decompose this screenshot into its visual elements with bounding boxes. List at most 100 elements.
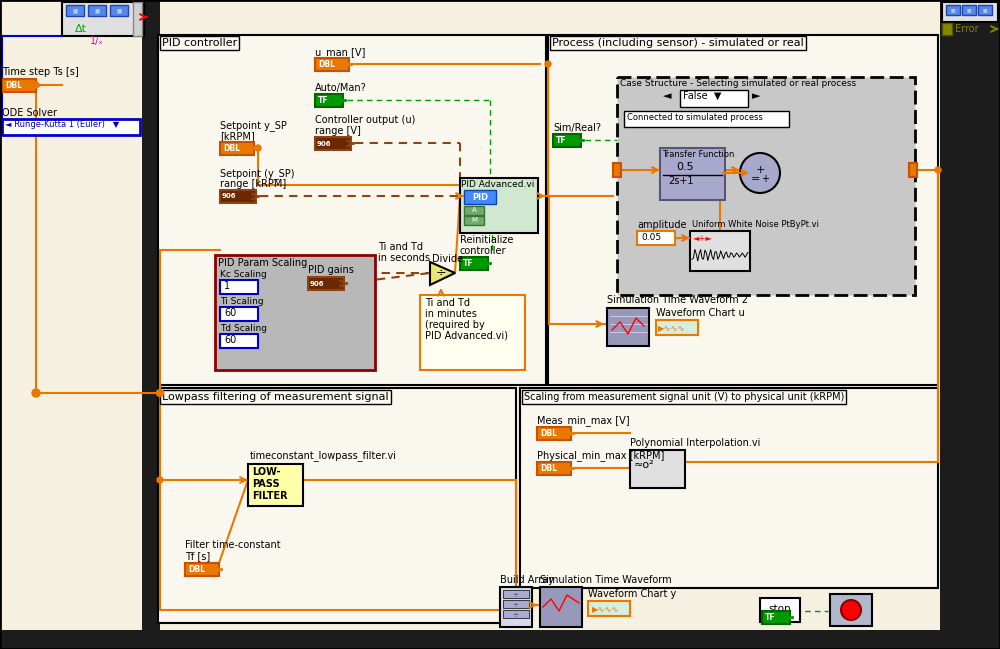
Bar (133, 2, 142, 36)
Text: ■: ■ (983, 8, 987, 12)
Text: 1/ₓ: 1/ₓ (90, 36, 104, 46)
Bar (220, 190, 256, 203)
Text: 0.05: 0.05 (641, 233, 661, 242)
Text: Filter time-constant: Filter time-constant (185, 540, 281, 550)
Bar (460, 178, 538, 233)
Text: ÷: ÷ (512, 591, 518, 597)
Text: Connected to simulated process: Connected to simulated process (627, 113, 763, 122)
Bar (588, 601, 630, 616)
Bar (464, 190, 496, 204)
Text: Waveform Chart y: Waveform Chart y (588, 589, 676, 599)
Text: PID controller: PID controller (162, 38, 237, 48)
Text: ▶∿∿∿: ▶∿∿∿ (658, 324, 686, 333)
Bar (553, 134, 581, 147)
Bar (220, 280, 258, 294)
Text: ■: ■ (94, 8, 100, 13)
Text: Ti and Td: Ti and Td (425, 298, 470, 308)
Text: TF: TF (318, 96, 329, 105)
Text: PID Advanced.vi: PID Advanced.vi (461, 180, 534, 189)
Text: ◄+►: ◄+► (693, 234, 713, 243)
Bar (220, 307, 258, 321)
Bar (308, 277, 344, 290)
Bar (464, 216, 484, 225)
Bar (978, 5, 992, 15)
Text: Transfer Function: Transfer Function (662, 150, 734, 159)
Bar (690, 231, 750, 271)
Bar (503, 590, 529, 598)
Bar (537, 427, 571, 440)
Bar (946, 5, 960, 15)
Text: Time step Ts [s]: Time step Ts [s] (2, 67, 79, 77)
Bar (248, 464, 303, 506)
Text: PID gains: PID gains (308, 265, 354, 275)
Bar (613, 163, 621, 177)
Text: Uniform White Noise PtByPt.vi: Uniform White Noise PtByPt.vi (692, 220, 819, 229)
Text: DBL: DBL (223, 144, 240, 153)
Bar (2, 119, 140, 135)
Text: u_man [V]: u_man [V] (315, 47, 365, 58)
Text: Simulation Time Waveform: Simulation Time Waveform (540, 575, 672, 585)
Text: in minutes: in minutes (425, 309, 477, 319)
Bar (110, 5, 128, 16)
Text: Error: Error (955, 24, 979, 34)
Circle shape (157, 477, 163, 483)
Text: Case Structure - Selecting simulated or real process: Case Structure - Selecting simulated or … (620, 79, 856, 88)
Circle shape (740, 153, 780, 193)
Text: 2s+1: 2s+1 (668, 176, 694, 186)
Bar (62, 2, 144, 36)
Text: DBL: DBL (540, 429, 557, 438)
Text: ►: ► (752, 91, 761, 101)
Bar (942, 2, 998, 22)
Text: 1: 1 (224, 281, 230, 291)
Text: Controller output (u): Controller output (u) (315, 115, 415, 125)
Text: ■: ■ (951, 8, 955, 12)
Text: Reinitialize: Reinitialize (460, 235, 513, 245)
Text: PID Advanced.vi): PID Advanced.vi) (425, 331, 508, 341)
Text: range [kRPM]: range [kRPM] (220, 179, 286, 189)
Bar (464, 206, 484, 215)
Bar (0, 630, 1000, 649)
Text: TF: TF (463, 259, 474, 268)
Text: in seconds: in seconds (378, 253, 430, 263)
Bar (548, 35, 938, 385)
Bar (942, 23, 952, 35)
Text: (required by: (required by (425, 320, 485, 330)
Text: Physical_min_max [kRPM]: Physical_min_max [kRPM] (537, 450, 664, 461)
Circle shape (935, 167, 941, 173)
Text: FILTER: FILTER (252, 491, 288, 501)
Text: TF: TF (556, 136, 567, 145)
Bar (637, 231, 675, 245)
Bar (962, 5, 976, 15)
Bar (537, 462, 571, 475)
Text: A: A (472, 208, 476, 214)
Polygon shape (430, 262, 455, 285)
Bar (503, 610, 529, 618)
Text: [kRPM]: [kRPM] (220, 131, 255, 141)
Bar (520, 388, 938, 588)
Circle shape (841, 600, 861, 620)
Text: ÷: ÷ (512, 611, 518, 617)
Text: Waveform Chart u: Waveform Chart u (656, 308, 745, 318)
Text: 906: 906 (317, 140, 332, 147)
Text: Simulation Time Waveform 2: Simulation Time Waveform 2 (607, 295, 748, 305)
Text: 60: 60 (224, 335, 236, 345)
Bar (315, 58, 349, 71)
Text: amplitude: amplitude (637, 220, 686, 230)
Circle shape (32, 389, 40, 397)
Bar (660, 148, 725, 200)
Text: ■: ■ (72, 8, 78, 13)
Text: ÷: ÷ (436, 267, 447, 280)
Text: Divide: Divide (432, 254, 463, 264)
Bar (500, 587, 532, 627)
Text: Lowpass filtering of measurement signal: Lowpass filtering of measurement signal (162, 392, 389, 402)
Bar (680, 90, 748, 107)
Bar (215, 255, 375, 370)
Bar (66, 5, 84, 16)
Text: PASS: PASS (252, 479, 280, 489)
Text: Setpoint y_SP: Setpoint y_SP (220, 120, 287, 131)
Text: 906: 906 (310, 280, 324, 286)
Bar (220, 142, 254, 155)
Text: +: + (761, 174, 769, 184)
Bar (315, 137, 351, 150)
Text: ■: ■ (967, 8, 971, 12)
